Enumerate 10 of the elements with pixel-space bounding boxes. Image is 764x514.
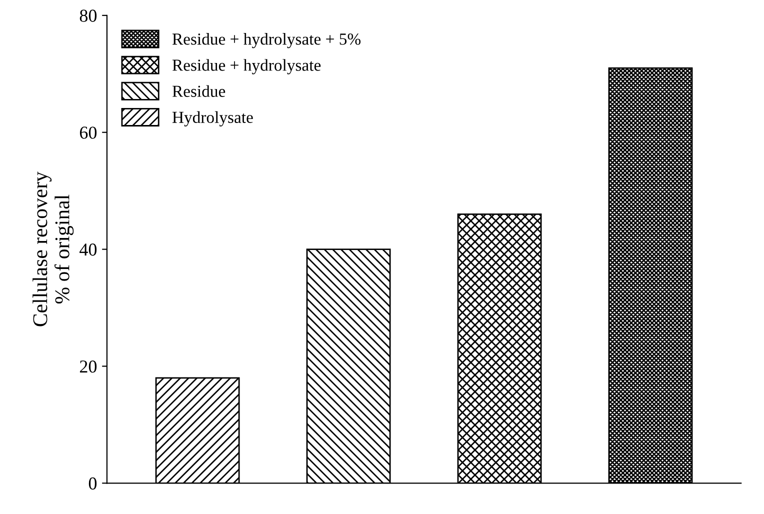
legend-label: Hydrolysate <box>172 111 253 126</box>
y-tick-label: 20 <box>80 360 97 373</box>
legend-label: Residue + hydrolysate + 5% <box>172 33 361 48</box>
y-tick-label: 40 <box>80 244 97 256</box>
legend-label: Residue + hydrolysate <box>172 59 321 74</box>
y-tick-label: 60 <box>80 126 97 139</box>
y-axis-title: Cellulase recovery % of original <box>32 172 74 326</box>
y-tick-label: 80 <box>80 10 97 22</box>
y-tick-label: 0 <box>88 477 97 490</box>
legend-label: Residue <box>172 85 226 97</box>
